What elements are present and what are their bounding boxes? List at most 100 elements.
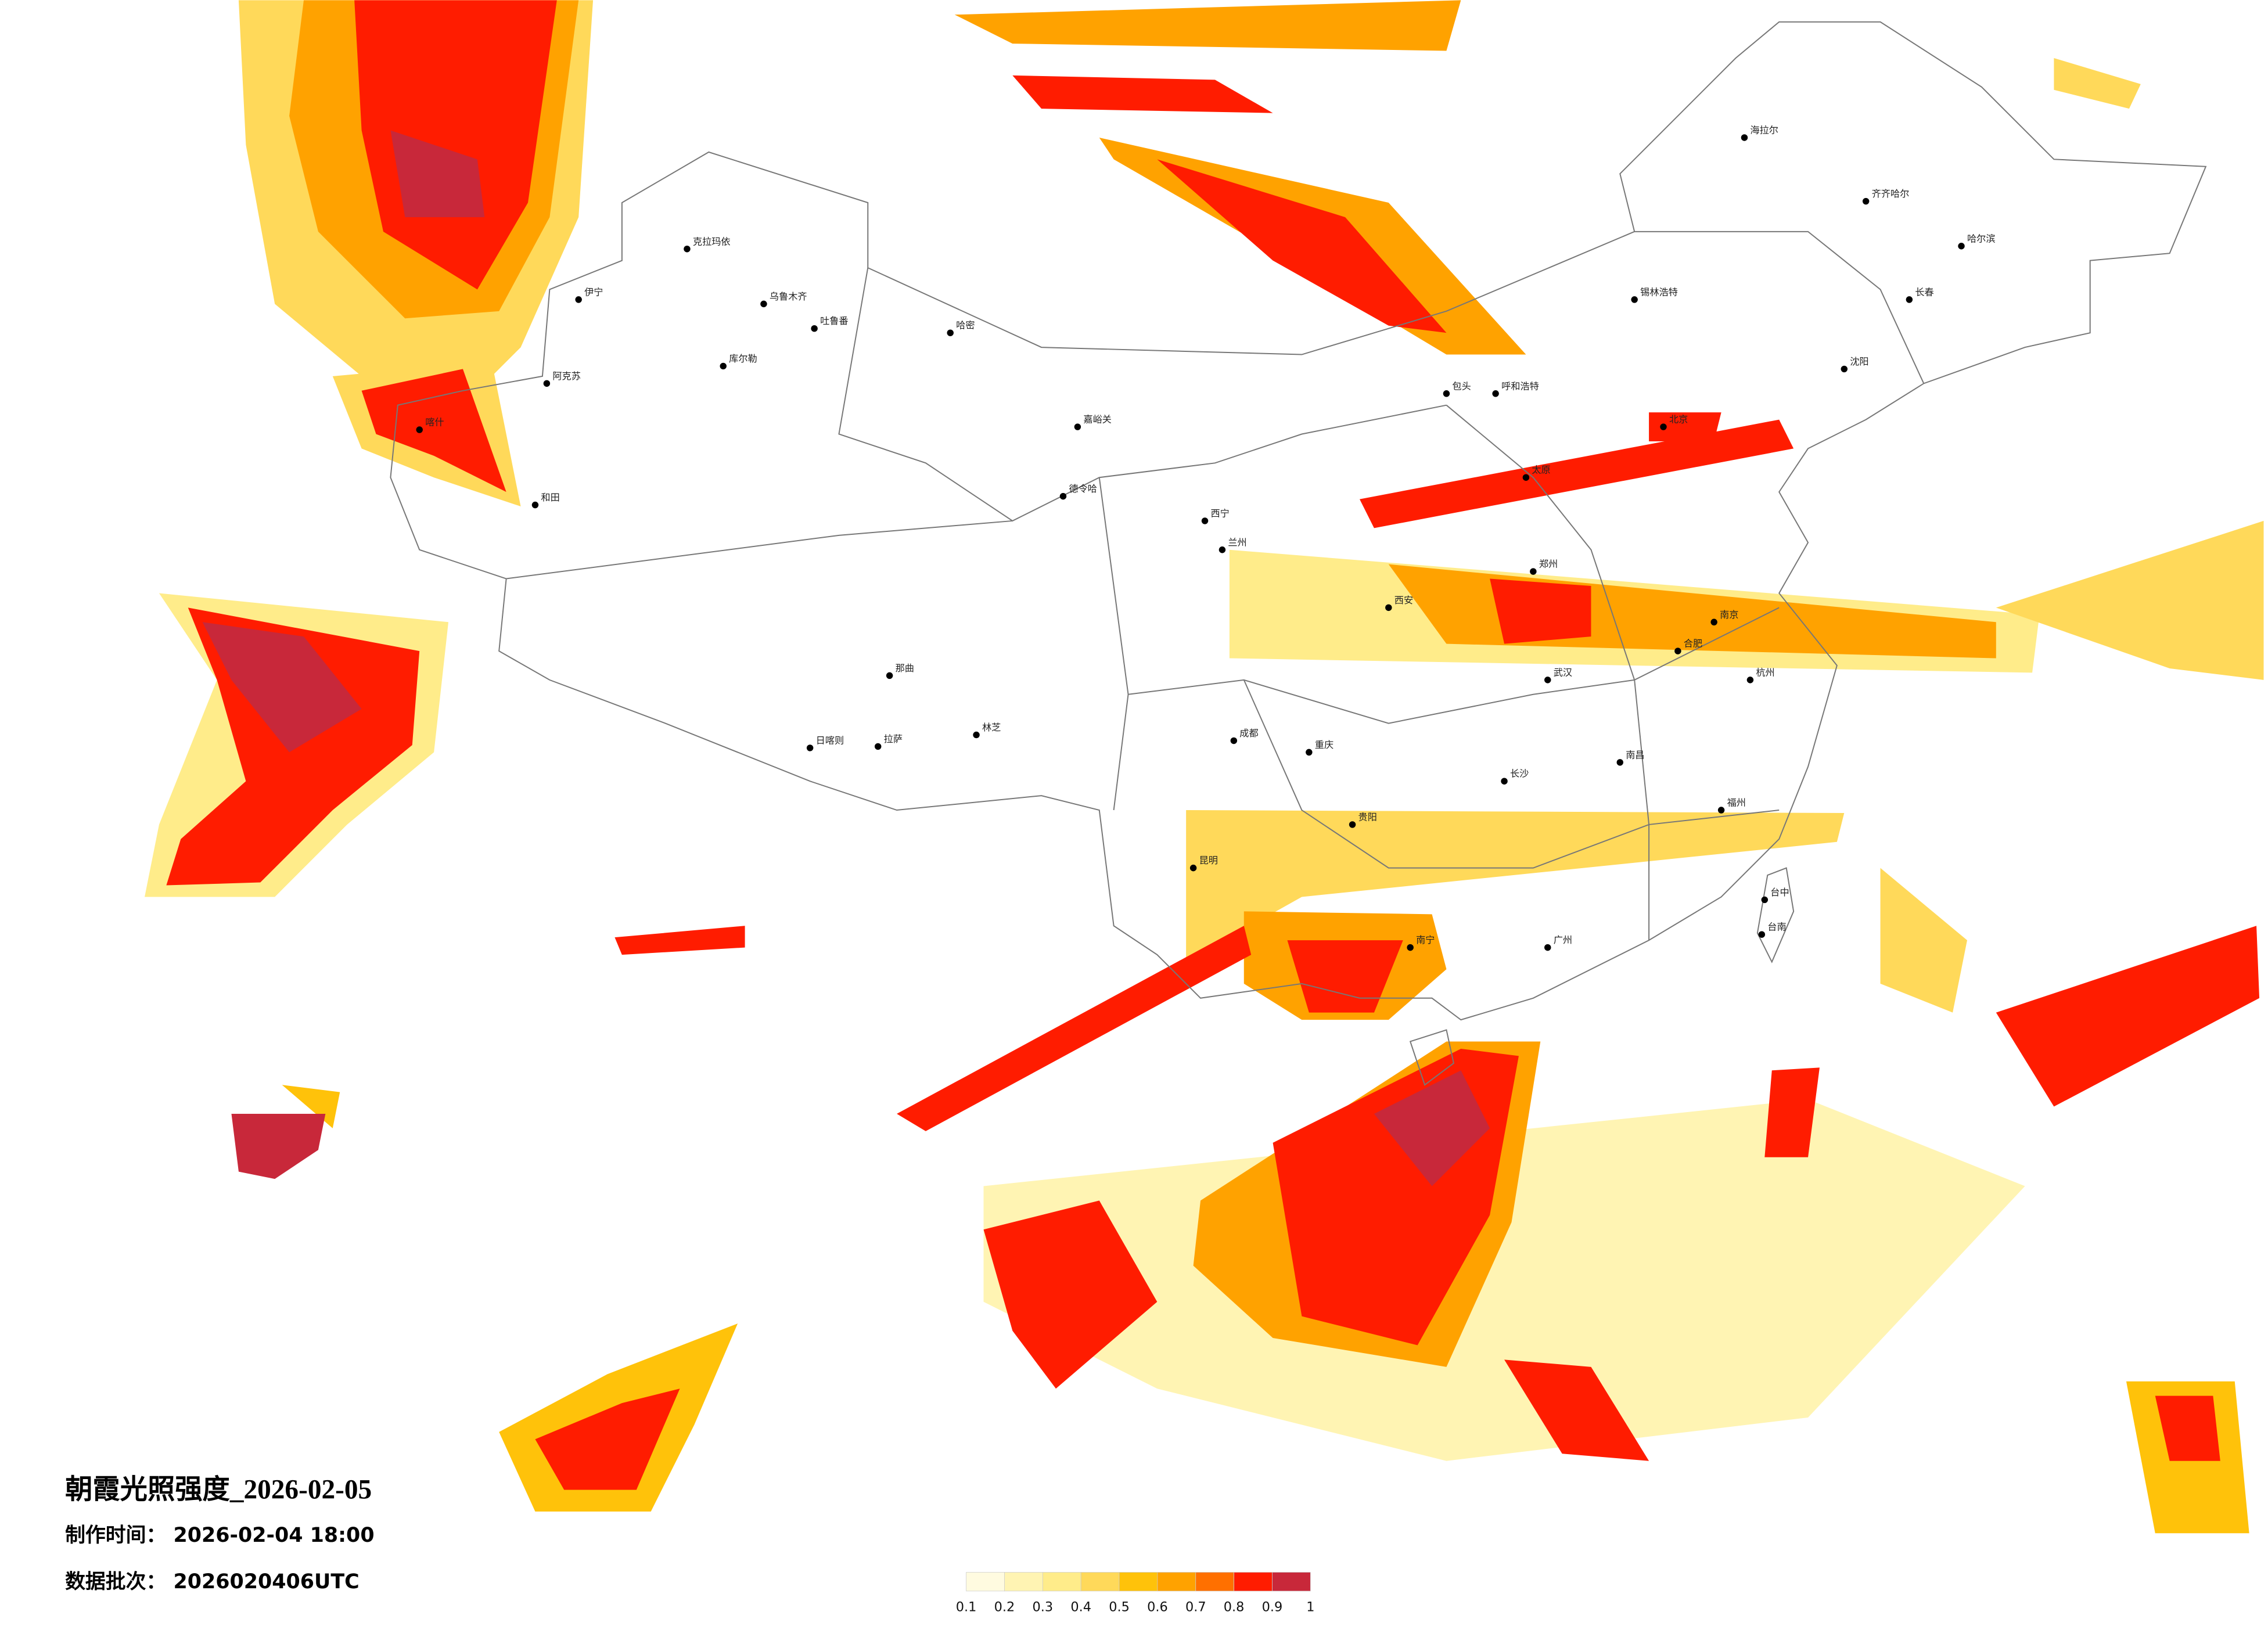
city-label: 重庆 <box>1315 739 1334 750</box>
city-dot <box>1741 134 1748 141</box>
city-dot <box>1530 568 1537 575</box>
city-dot <box>1958 243 1965 250</box>
city-label: 台南 <box>1767 922 1786 933</box>
data-batch: 数据批次： 2026020406UTC <box>65 1570 360 1593</box>
made-time: 制作时间： 2026-02-04 18:00 <box>65 1524 375 1547</box>
city-label: 西安 <box>1394 595 1413 606</box>
city-label: 杭州 <box>1756 667 1774 678</box>
city-label: 德令哈 <box>1069 483 1097 494</box>
heat-area <box>1764 1067 1820 1157</box>
city-dot <box>1544 944 1551 951</box>
city-dot <box>1306 749 1313 756</box>
legend-tick-label: 0.6 <box>1147 1600 1168 1615</box>
city-dot <box>1074 423 1081 430</box>
city-dot <box>416 426 423 433</box>
city-label: 哈密 <box>956 320 975 331</box>
city-label: 乌鲁木齐 <box>770 291 807 302</box>
city-label: 昆明 <box>1199 855 1218 866</box>
city-dot <box>1349 821 1356 828</box>
city-dot <box>1189 864 1197 872</box>
city-label: 日喀则 <box>816 735 844 746</box>
city-dot <box>1385 604 1392 611</box>
legend-swatch <box>966 1572 1005 1592</box>
heat-area <box>983 1200 1158 1389</box>
heat-area <box>1186 810 1845 962</box>
heat-area <box>1490 578 1591 644</box>
city-label: 林芝 <box>982 722 1001 733</box>
legend-swatch <box>1042 1572 1081 1592</box>
heat-area <box>390 130 485 217</box>
city-label: 南昌 <box>1626 749 1644 760</box>
city-label: 福州 <box>1727 797 1746 808</box>
city-dot <box>1522 474 1530 481</box>
island-outline <box>1756 867 1795 963</box>
province-line <box>1128 607 1780 724</box>
city-label: 沈阳 <box>1850 356 1868 367</box>
city-label: 哈尔滨 <box>1967 233 1996 244</box>
city-label: 南京 <box>1720 609 1738 620</box>
legend-tick-label: 0.1 <box>956 1600 977 1615</box>
city-dot <box>543 380 551 387</box>
city-label: 阿克苏 <box>552 370 581 382</box>
island-outline <box>1409 1029 1454 1086</box>
heat-area <box>1287 940 1403 1013</box>
city-dot <box>531 501 539 509</box>
city-label: 和田 <box>541 492 559 503</box>
heat-area <box>2054 57 2141 109</box>
city-dot <box>874 743 882 750</box>
city-label: 嘉峪关 <box>1083 414 1112 425</box>
heat-area <box>231 1114 326 1179</box>
legend-tick-label: 0.3 <box>1033 1600 1054 1615</box>
city-dot <box>1631 296 1638 303</box>
city-label: 呼和浩特 <box>1501 380 1539 391</box>
heat-area <box>2155 1395 2220 1461</box>
city-label: 克拉玛依 <box>693 236 731 247</box>
city-label: 吐鲁番 <box>820 315 849 326</box>
city-label: 长沙 <box>1510 768 1529 779</box>
legend-swatch <box>1080 1572 1120 1592</box>
legend-swatch <box>1119 1572 1158 1592</box>
city-dot <box>811 325 818 332</box>
legend-swatch <box>1157 1572 1196 1592</box>
city-label: 合肥 <box>1684 638 1702 649</box>
heat-area <box>614 926 745 955</box>
legend-swatch <box>1004 1572 1043 1592</box>
city-dot <box>1492 390 1499 397</box>
city-label: 库尔勒 <box>729 353 757 364</box>
city-dot <box>806 744 814 751</box>
legend-tick-label: 0.7 <box>1185 1600 1206 1615</box>
borders <box>390 21 2207 1086</box>
city-dot <box>1230 737 1238 744</box>
city-dot <box>1862 197 1870 205</box>
city-dot <box>575 296 582 303</box>
heat-area <box>282 1085 340 1128</box>
city-dot <box>1059 492 1067 500</box>
map-title: 朝霞光照强度_2026-02-05 <box>65 1474 372 1505</box>
city-dot <box>1717 807 1725 814</box>
city-dot <box>1443 390 1450 397</box>
city-dot <box>1906 296 1913 303</box>
country-outline <box>390 21 2207 1021</box>
city-dot <box>720 362 727 370</box>
city-label: 北京 <box>1669 414 1688 425</box>
heat-area <box>1012 75 1273 113</box>
city-label: 太原 <box>1532 465 1550 476</box>
city-dot <box>1761 896 1769 904</box>
heat-area <box>1649 412 1721 441</box>
heat-area <box>1157 159 1447 333</box>
city-dot <box>1674 647 1681 654</box>
city-label: 齐齐哈尔 <box>1872 188 1910 199</box>
city-dot <box>1201 517 1209 524</box>
legend-swatch <box>1272 1572 1311 1592</box>
city-label: 南宁 <box>1416 934 1435 945</box>
legend-swatch <box>1234 1572 1273 1592</box>
city-dot <box>760 300 767 308</box>
heat-layer <box>145 0 2264 1534</box>
city-label: 成都 <box>1239 728 1258 739</box>
heat-area <box>954 0 1461 51</box>
color-legend: 0.1 0.2 0.3 0.4 0.5 0.6 0.7 0.8 0.9 1 <box>956 1572 1314 1615</box>
legend-tick-label: 0.4 <box>1070 1600 1091 1615</box>
legend-tick-label: 1 <box>1306 1600 1314 1615</box>
city-label: 那曲 <box>896 663 914 674</box>
